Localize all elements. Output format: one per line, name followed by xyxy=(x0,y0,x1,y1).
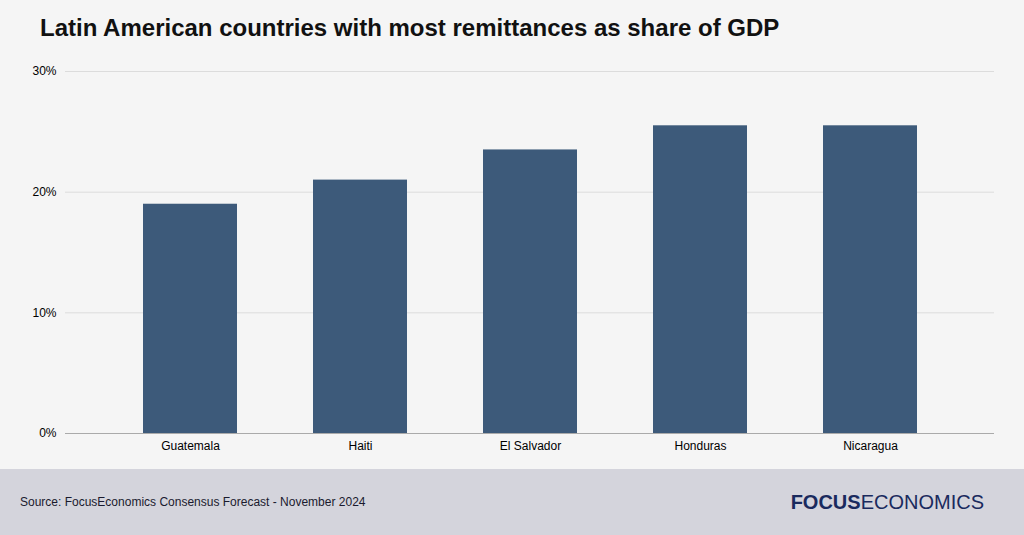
svg-text:10%: 10% xyxy=(32,306,56,320)
svg-text:Guatemala: Guatemala xyxy=(161,439,220,453)
html-text:Latin American countries with: Latin American countries with most remit… xyxy=(40,14,780,41)
html-text:FOCUS ECONOMICS: FOCUS ECONOMICS xyxy=(790,490,984,513)
svg-text:30%: 30% xyxy=(32,64,56,78)
svg-text:0%: 0% xyxy=(39,426,57,440)
svg-text:Honduras: Honduras xyxy=(674,439,726,453)
svg-text:El Salvador: El Salvador xyxy=(500,439,561,453)
html-text:Source: FocusEconomics Consens: Source: FocusEconomics Consensus Forecas… xyxy=(20,495,366,509)
svg-text:20%: 20% xyxy=(32,185,56,199)
svg-text:Nicaragua: Nicaragua xyxy=(843,439,898,453)
svg-text:Haiti: Haiti xyxy=(348,439,372,453)
